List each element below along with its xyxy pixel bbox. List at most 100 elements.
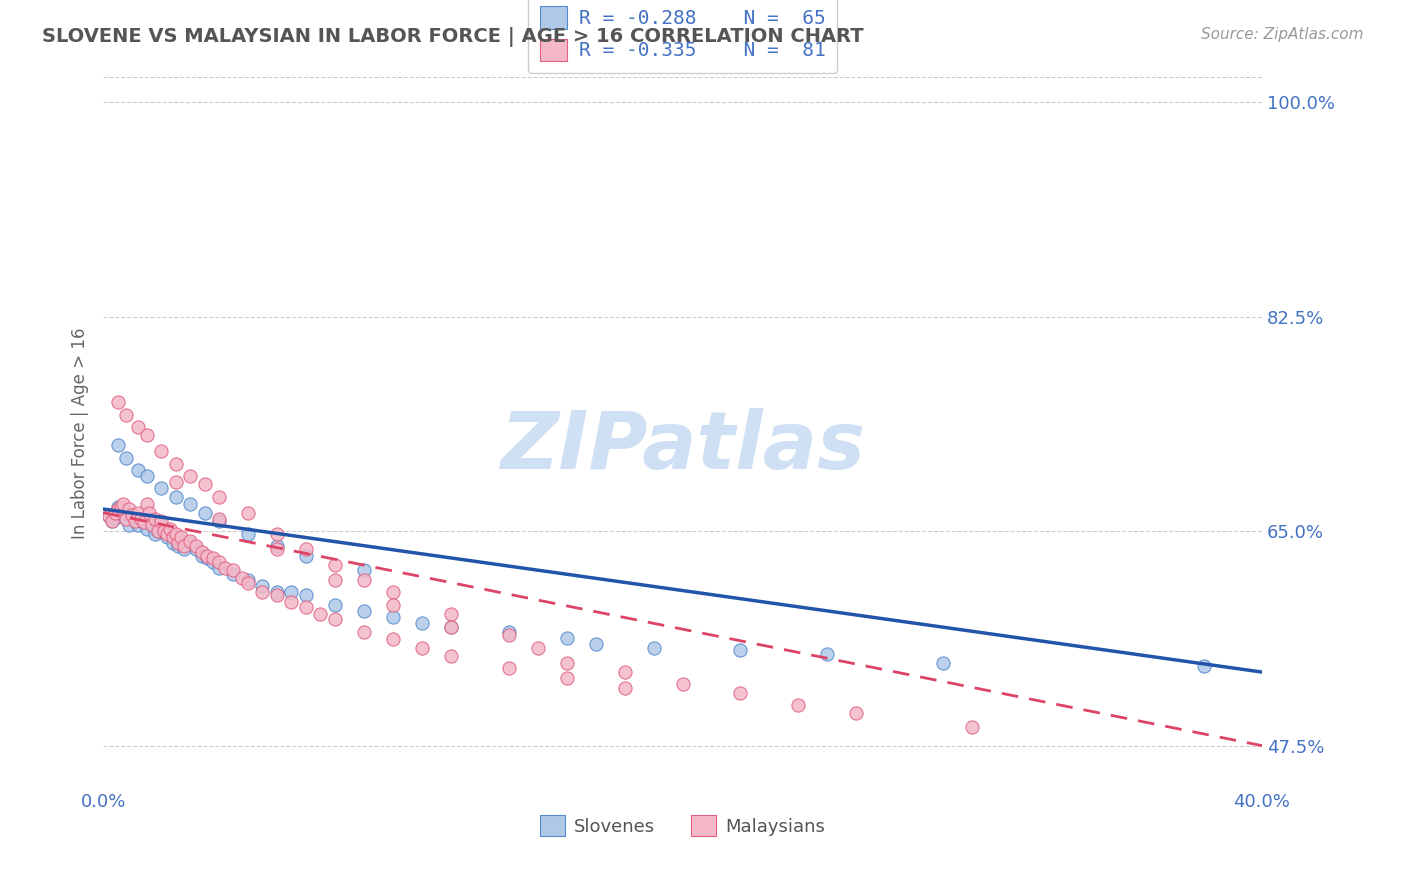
Point xyxy=(135,522,157,536)
Point xyxy=(498,624,520,639)
Point xyxy=(411,615,433,630)
Point xyxy=(135,497,157,511)
Point xyxy=(323,558,346,573)
Point xyxy=(381,598,404,612)
Point xyxy=(280,595,302,609)
Point xyxy=(112,497,135,511)
Point xyxy=(498,628,520,642)
Point xyxy=(143,526,166,541)
Point xyxy=(110,500,132,514)
Point xyxy=(585,637,607,651)
Point xyxy=(236,575,259,590)
Point xyxy=(526,640,548,655)
Point xyxy=(295,549,318,563)
Point xyxy=(440,649,463,664)
Point xyxy=(266,542,288,557)
Point xyxy=(101,514,124,528)
Point xyxy=(353,563,375,577)
Point xyxy=(671,677,693,691)
Point xyxy=(193,477,215,491)
Point xyxy=(845,706,868,720)
Point xyxy=(353,624,375,639)
Point xyxy=(170,530,193,544)
Point xyxy=(167,536,190,550)
Point xyxy=(266,585,288,599)
Point xyxy=(730,686,752,700)
Point xyxy=(129,512,152,526)
Point xyxy=(730,643,752,657)
Point xyxy=(643,640,665,655)
Point xyxy=(162,530,184,544)
Point xyxy=(613,665,636,679)
Point xyxy=(815,647,838,661)
Point xyxy=(381,610,404,624)
Point xyxy=(309,607,332,622)
Point xyxy=(150,517,173,532)
Point xyxy=(190,549,212,563)
Point xyxy=(165,475,187,489)
Point xyxy=(104,510,127,524)
Point xyxy=(179,469,201,483)
Point xyxy=(173,542,195,557)
Point xyxy=(295,542,318,557)
Point xyxy=(115,512,138,526)
Point xyxy=(118,502,141,516)
Point xyxy=(193,506,215,520)
Point xyxy=(323,598,346,612)
Point xyxy=(153,524,176,538)
Point xyxy=(118,517,141,532)
Point xyxy=(127,463,149,477)
Point xyxy=(173,539,195,553)
Point xyxy=(110,506,132,520)
Point xyxy=(252,579,274,593)
Point xyxy=(143,512,166,526)
Text: SLOVENE VS MALAYSIAN IN LABOR FORCE | AGE > 16 CORRELATION CHART: SLOVENE VS MALAYSIAN IN LABOR FORCE | AG… xyxy=(42,27,863,46)
Point xyxy=(381,632,404,646)
Point xyxy=(115,512,138,526)
Point xyxy=(381,585,404,599)
Point xyxy=(150,444,173,458)
Point xyxy=(132,516,155,530)
Point xyxy=(107,502,129,516)
Point xyxy=(498,661,520,675)
Point xyxy=(231,571,253,585)
Point xyxy=(214,561,236,575)
Point xyxy=(179,536,201,550)
Point xyxy=(159,522,181,536)
Point xyxy=(156,530,179,544)
Point xyxy=(440,607,463,622)
Point xyxy=(266,539,288,553)
Point xyxy=(135,428,157,442)
Point xyxy=(613,681,636,695)
Point xyxy=(150,481,173,495)
Point xyxy=(165,490,187,504)
Point xyxy=(146,524,169,538)
Point xyxy=(440,620,463,634)
Point xyxy=(222,566,245,581)
Point xyxy=(353,604,375,618)
Point xyxy=(141,517,163,532)
Point xyxy=(208,512,231,526)
Point xyxy=(165,526,187,541)
Point xyxy=(127,517,149,532)
Point xyxy=(323,573,346,587)
Point xyxy=(208,490,231,504)
Point xyxy=(167,539,190,553)
Point xyxy=(440,620,463,634)
Point xyxy=(150,514,173,528)
Point xyxy=(124,514,146,528)
Point xyxy=(252,585,274,599)
Point xyxy=(138,512,160,526)
Point xyxy=(1192,659,1215,673)
Point xyxy=(184,539,207,553)
Point xyxy=(107,438,129,452)
Point xyxy=(236,573,259,587)
Point xyxy=(165,530,187,544)
Point xyxy=(295,588,318,602)
Point xyxy=(146,524,169,538)
Point xyxy=(141,517,163,532)
Point xyxy=(266,588,288,602)
Point xyxy=(295,600,318,615)
Point xyxy=(208,561,231,575)
Point xyxy=(127,420,149,434)
